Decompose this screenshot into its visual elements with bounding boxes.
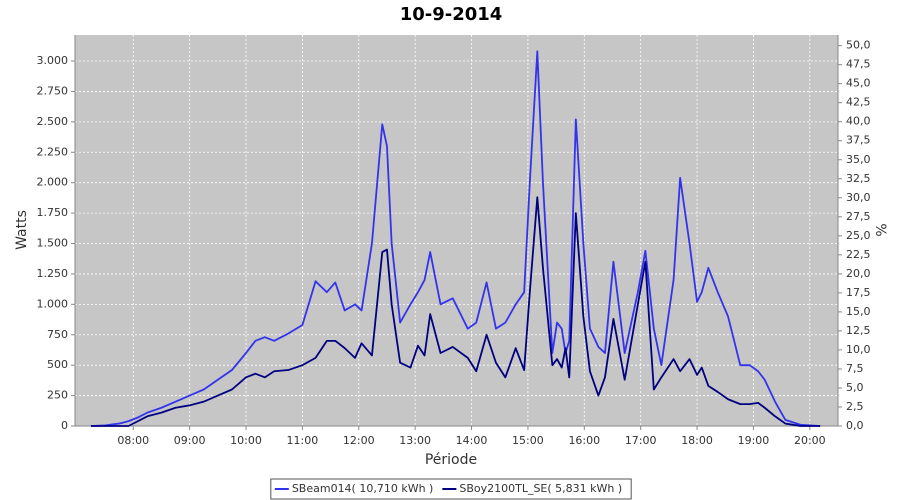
y-tick-label: 0 (61, 419, 68, 432)
y-tick-label: 250 (47, 389, 68, 402)
y2-tick-label: 32,5 (846, 172, 871, 185)
y2-tick-label: 50,0 (846, 39, 871, 52)
chart-title: 10-9-2014 (400, 4, 503, 25)
x-tick-label: 14:00 (456, 434, 488, 447)
x-tick-label: 08:00 (117, 434, 149, 447)
y2-tick-label: 10,0 (846, 343, 871, 356)
y-axis-label: Watts (14, 210, 30, 250)
y-tick-label: 1.500 (37, 237, 69, 250)
x-tick-label: 09:00 (174, 434, 206, 447)
x-tick-label: 12:00 (343, 434, 375, 447)
y2-tick-label: 40,0 (846, 115, 871, 128)
y2-tick-label: 2,5 (846, 400, 864, 413)
y2-tick-label: 30,0 (846, 191, 871, 204)
y-tick-label: 750 (47, 328, 68, 341)
plot-area (75, 35, 838, 426)
y2-tick-label: 17,5 (846, 286, 871, 299)
y-tick-label: 1.750 (37, 206, 69, 219)
series-line (90, 196, 821, 427)
y2-tick-label: 5,0 (846, 381, 864, 394)
y-tick-label: 2.000 (37, 176, 69, 189)
y-tick-label: 3.000 (37, 54, 69, 67)
y2-tick-label: 35,0 (846, 153, 871, 166)
y-tick-label: 500 (47, 358, 68, 371)
x-tick-label: 16:00 (568, 434, 600, 447)
y-tick-label: 1.000 (37, 297, 69, 310)
x-tick-label: 20:00 (794, 434, 826, 447)
y2-tick-label: 47,5 (846, 58, 871, 71)
x-tick-label: 15:00 (512, 434, 544, 447)
x-tick-label: 19:00 (738, 434, 770, 447)
y2-tick-label: 25,0 (846, 229, 871, 242)
y-tick-label: 2.750 (37, 84, 69, 97)
x-tick-label: 13:00 (399, 434, 431, 447)
y2-tick-label: 15,0 (846, 305, 871, 318)
y2-axis-label: % (872, 223, 888, 236)
x-tick-label: 17:00 (625, 434, 657, 447)
x-tick-label: 18:00 (681, 434, 713, 447)
legend-label: SBoy2100TL_SE( 5,831 kWh ) (459, 482, 622, 495)
y2-tick-label: 45,0 (846, 77, 871, 90)
y2-tick-label: 20,0 (846, 267, 871, 280)
y2-tick-label: 27,5 (846, 210, 871, 223)
legend-label: SBeam014( 10,710 kWh ) (292, 482, 434, 495)
y2-tick-label: 42,5 (846, 96, 871, 109)
x-tick-label: 10:00 (230, 434, 262, 447)
y2-tick-label: 7,5 (846, 362, 864, 375)
y2-tick-label: 22,5 (846, 248, 871, 261)
y-tick-label: 2.500 (37, 115, 69, 128)
series-line (90, 50, 821, 427)
y2-tick-label: 12,5 (846, 324, 871, 337)
y-tick-label: 1.250 (37, 267, 69, 280)
y-tick-label: 2.250 (37, 145, 69, 158)
x-axis-label: Période (425, 452, 477, 468)
y2-tick-label: 0,0 (846, 419, 864, 432)
y2-tick-label: 37,5 (846, 134, 871, 147)
x-tick-label: 11:00 (287, 434, 319, 447)
